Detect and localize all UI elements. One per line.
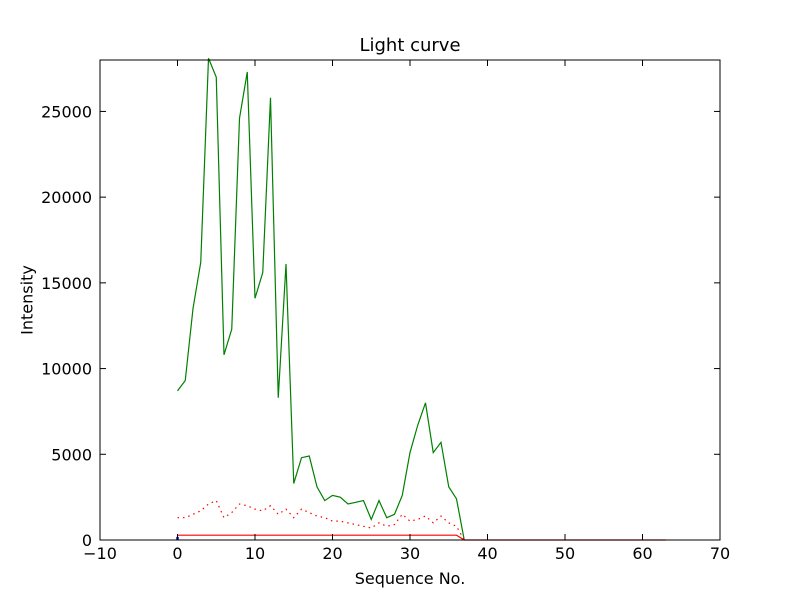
x-tick-label: 0 <box>172 544 182 563</box>
plot-lines <box>176 58 666 541</box>
series-line-0 <box>177 58 465 541</box>
x-tick-label: 10 <box>245 544 265 563</box>
y-tick-label: 15000 <box>41 274 92 293</box>
x-tick-label: 50 <box>555 544 575 563</box>
x-axis-label: Sequence No. <box>354 569 466 588</box>
chart-title: Light curve <box>359 35 461 56</box>
x-tick-label: 20 <box>322 544 342 563</box>
x-tick-label: 60 <box>632 544 652 563</box>
x-tick-label: 40 <box>477 544 497 563</box>
x-tick-label: −10 <box>83 544 117 563</box>
y-tick-label: 25000 <box>41 102 92 121</box>
x-tick-label: 30 <box>400 544 420 563</box>
y-tick-label: 5000 <box>51 445 92 464</box>
x-tick-label: 70 <box>710 544 730 563</box>
series-line-1 <box>177 499 465 541</box>
y-tick-label: 0 <box>82 531 92 550</box>
y-tick-label: 20000 <box>41 188 92 207</box>
y-axis: 0 5000 10000 15000 20000 25000 <box>41 102 720 550</box>
y-axis-label: Intensity <box>17 265 37 335</box>
y-tick-label: 10000 <box>41 360 92 379</box>
series-line-2 <box>177 534 666 541</box>
plot-frame <box>99 59 721 541</box>
x-axis: −10 0 10 20 30 40 50 60 70 <box>83 60 730 563</box>
